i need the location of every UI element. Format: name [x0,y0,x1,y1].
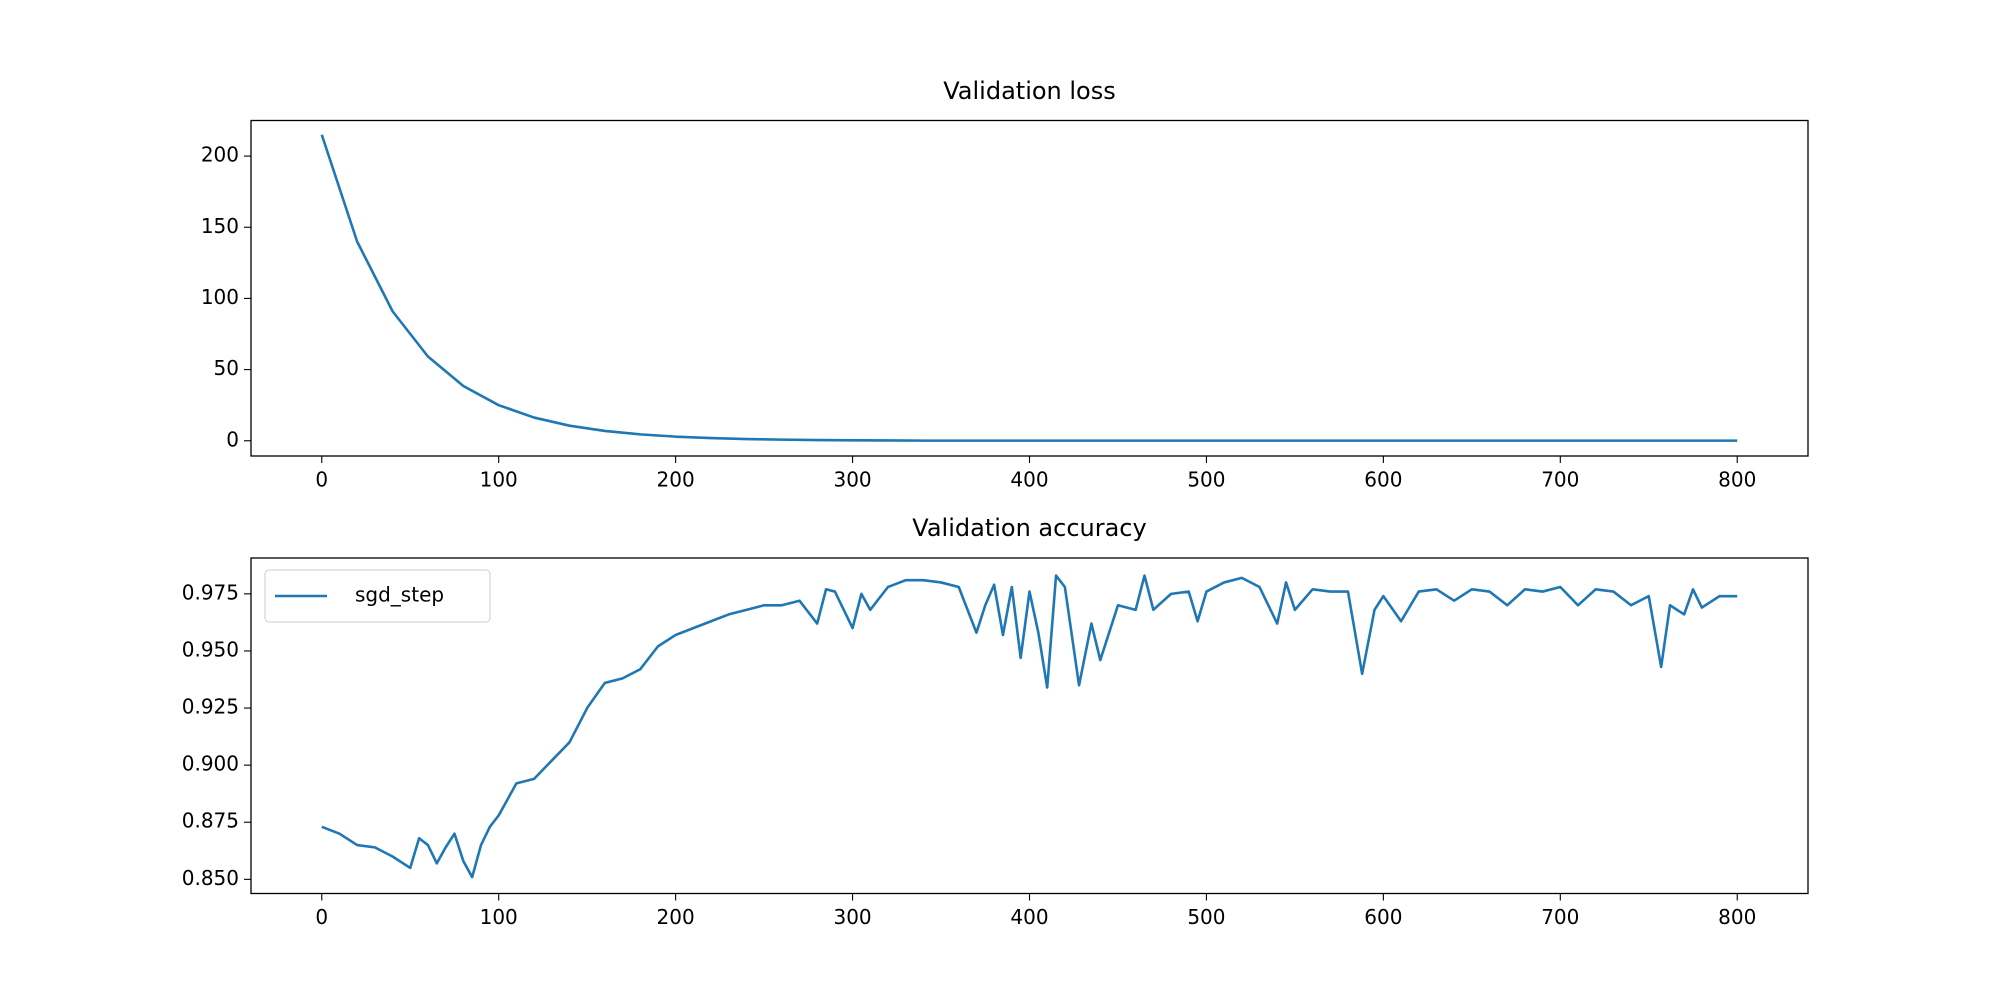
y-tick-label: 100 [201,285,239,309]
y-tick-label: 0.900 [182,752,239,776]
axes-frame [250,119,1809,457]
x-tick-label: 300 [833,468,871,492]
x-tick-label: 200 [657,468,695,492]
legend-box [264,569,491,623]
x-tick-label: 600 [1364,468,1402,492]
x-tick-label: 100 [480,468,518,492]
legend: sgd_step [264,569,491,623]
x-tick-label: 600 [1364,905,1402,929]
x-tick-label: 800 [1718,905,1756,929]
x-tick-label: 100 [480,905,518,929]
x-tick-label: 200 [657,905,695,929]
chart-title: Validation loss [943,77,1116,105]
x-tick-label: 400 [1010,468,1048,492]
x-tick-label: 400 [1010,905,1048,929]
x-tick-label: 0 [315,468,328,492]
data-line [321,574,1738,879]
x-tick-label: 700 [1541,468,1579,492]
y-tick-label: 0.975 [182,580,239,604]
y-tick-label: 200 [201,143,239,167]
y-tick-label: 0.875 [182,809,239,833]
y-tick-label: 0.850 [182,866,239,890]
y-tick-label: 0 [226,427,239,451]
x-tick-label: 0 [315,905,328,929]
x-tick-label: 500 [1187,468,1225,492]
data-line [320,134,1738,442]
axes-frame [250,557,1809,895]
y-tick-label: 50 [214,356,239,380]
y-tick-label: 0.925 [182,695,239,719]
x-tick-label: 300 [833,905,871,929]
chart-title: Validation accuracy [912,514,1146,542]
y-tick-label: 150 [201,214,239,238]
y-tick-label: 0.950 [182,637,239,661]
legend-label: sgd_step [355,583,444,607]
x-tick-label: 800 [1718,468,1756,492]
x-tick-label: 500 [1187,905,1225,929]
x-tick-label: 700 [1541,905,1579,929]
